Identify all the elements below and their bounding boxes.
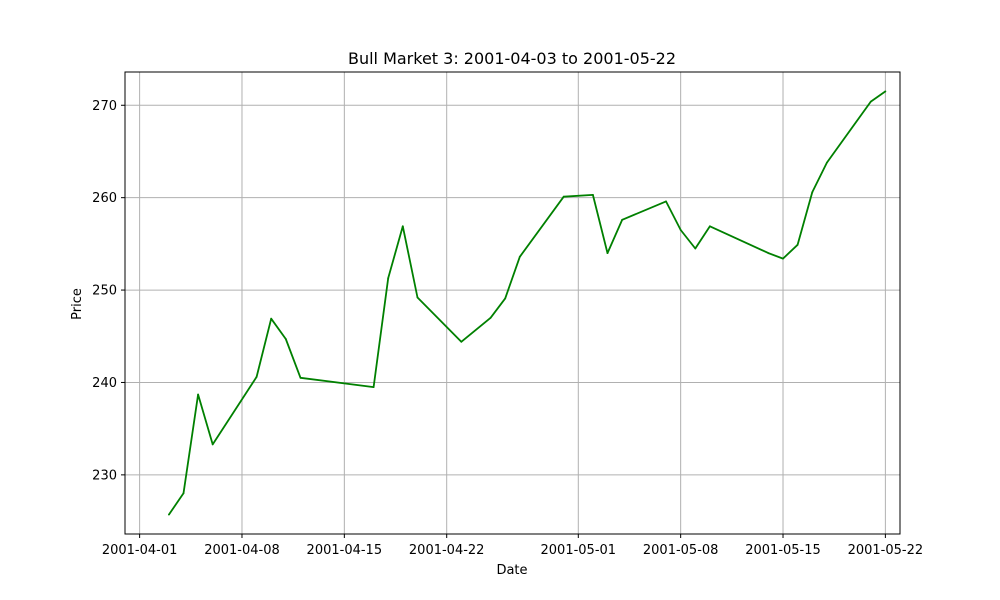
- data-point: [299, 376, 302, 379]
- x-tick-label: 2001-04-08: [204, 543, 280, 558]
- data-point: [460, 340, 463, 343]
- x-tick-label: 2001-05-08: [643, 543, 719, 558]
- data-point: [401, 225, 404, 228]
- data-point: [694, 247, 697, 250]
- data-point: [884, 90, 887, 93]
- data-point: [826, 161, 828, 164]
- y-axis-ticks: 230 240 250 260 270: [92, 99, 125, 483]
- data-point: [255, 376, 258, 378]
- data-point: [372, 386, 375, 388]
- data-point: [168, 513, 170, 516]
- x-tick-label: 2001-05-01: [541, 543, 617, 558]
- data-point: [489, 316, 492, 319]
- data-point: [211, 443, 214, 446]
- price-line: [168, 90, 886, 516]
- data-point: [869, 100, 872, 103]
- grid: [125, 72, 900, 534]
- data-point: [562, 195, 565, 198]
- x-tick-label: 2001-05-15: [745, 543, 821, 558]
- data-point: [592, 194, 594, 196]
- data-point: [416, 296, 419, 299]
- data-point: [796, 243, 799, 246]
- data-point: [504, 297, 507, 300]
- x-axis-ticks: 2001-04-01 2001-04-08 2001-04-15 2001-04-22…: [102, 534, 923, 558]
- data-point: [518, 255, 521, 258]
- data-points: [168, 90, 887, 516]
- plot-area: [124, 71, 901, 535]
- data-point: [182, 492, 185, 495]
- data-point: [197, 393, 200, 396]
- y-axis-label: Price: [70, 288, 85, 320]
- x-tick-label: 2001-05-22: [848, 543, 924, 558]
- x-axis-label: Date: [496, 563, 527, 578]
- y-tick-label: 270: [92, 99, 117, 114]
- x-tick-label: 2001-04-01: [102, 543, 178, 558]
- chart-title: Bull Market 3: 2001-04-03 to 2001-05-22: [348, 49, 676, 68]
- x-tick-label: 2001-04-15: [307, 543, 383, 558]
- data-point: [709, 225, 711, 228]
- x-tick-label: 2001-04-22: [409, 543, 485, 558]
- data-point: [606, 252, 609, 255]
- data-point: [811, 191, 814, 194]
- y-tick-label: 240: [92, 376, 117, 391]
- data-point: [767, 252, 770, 255]
- data-point: [679, 229, 682, 231]
- data-point: [665, 200, 667, 203]
- y-tick-label: 250: [92, 284, 117, 299]
- y-tick-label: 230: [92, 468, 117, 483]
- y-tick-label: 260: [92, 191, 117, 206]
- data-point: [270, 317, 273, 320]
- data-point: [621, 218, 624, 221]
- data-point: [387, 277, 390, 279]
- data-point: [782, 257, 784, 260]
- data-point: [284, 338, 287, 340]
